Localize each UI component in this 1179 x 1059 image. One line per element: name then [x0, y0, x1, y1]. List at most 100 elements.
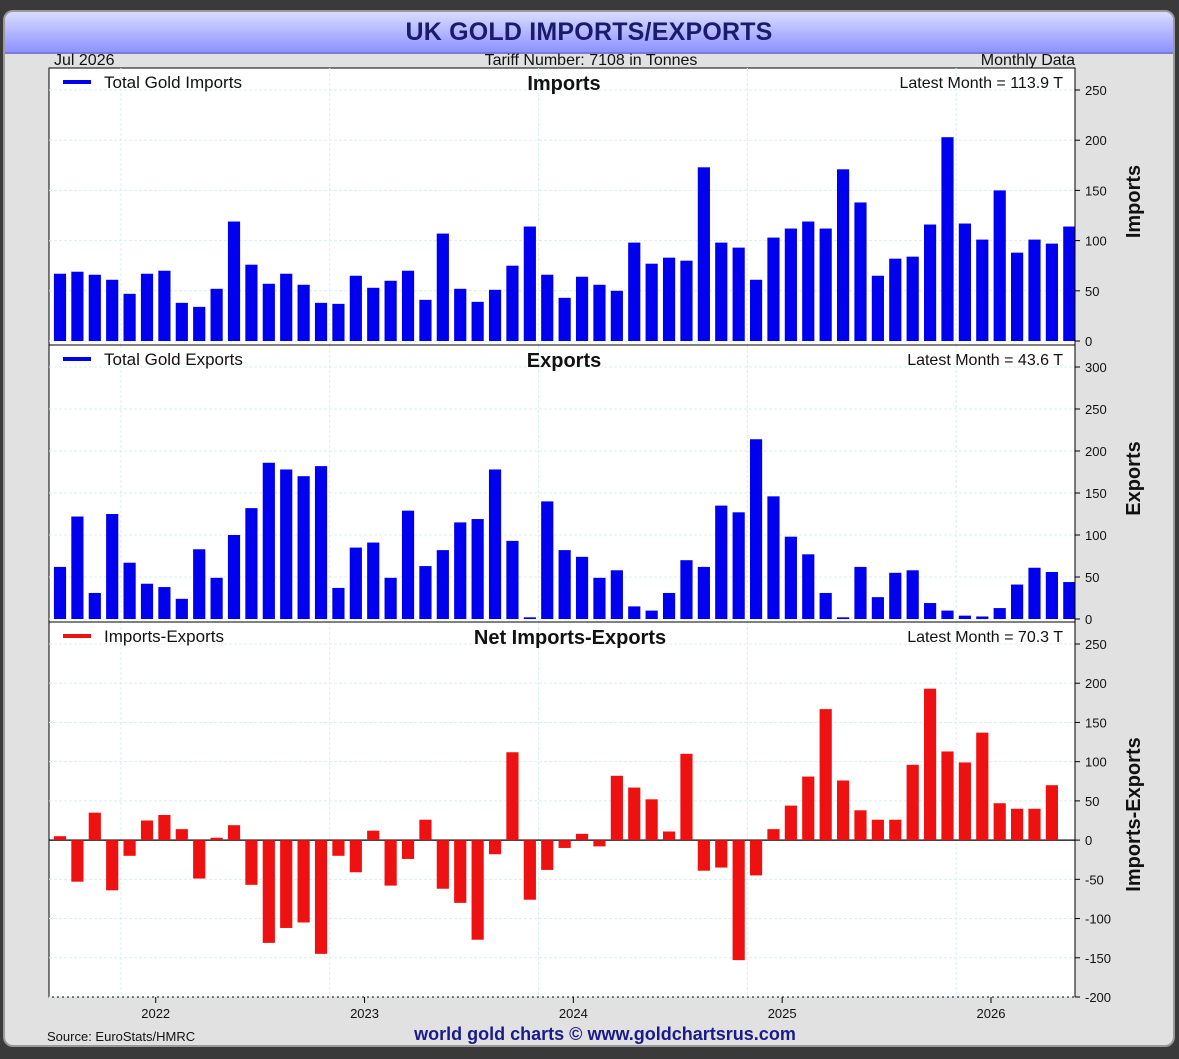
bar [262, 462, 275, 619]
y-tick-label: 250 [1085, 83, 1107, 98]
bar [732, 840, 745, 961]
y-tick-label: 50 [1085, 570, 1099, 585]
bar [401, 270, 415, 341]
bar [906, 570, 919, 619]
bar [280, 469, 293, 619]
bar [628, 242, 641, 341]
bar [401, 840, 415, 859]
bar [227, 825, 241, 841]
bar [384, 840, 397, 886]
bar [871, 819, 884, 841]
bar [53, 273, 67, 341]
bar [645, 799, 658, 841]
bar [436, 550, 449, 619]
bar [88, 812, 101, 841]
bar [662, 257, 676, 341]
bar [628, 606, 641, 619]
bar [454, 522, 467, 619]
bar [314, 466, 328, 619]
chart-title: UK GOLD IMPORTS/EXPORTS [405, 18, 773, 46]
frequency-label: Monthly Data [980, 52, 1075, 69]
bar [610, 290, 623, 341]
x-tick-label: 2023 [350, 1006, 379, 1021]
bar [958, 615, 971, 619]
bar [993, 190, 1006, 341]
bar [193, 306, 206, 341]
bar [88, 592, 101, 619]
bar [419, 299, 432, 341]
bar [71, 840, 84, 882]
bar [784, 805, 797, 841]
y-tick-label: 200 [1085, 444, 1107, 459]
bar [523, 226, 536, 341]
bar [732, 512, 745, 619]
panel-3: -200 -150 -100 -50 0 50 100 150 200 250 Imports-Ex… [49, 621, 1145, 1005]
bar [923, 224, 937, 341]
panel-title: Exports [527, 350, 601, 372]
y-tick-label: 200 [1085, 676, 1107, 691]
credit-label: world gold charts © www.goldchartsrus.co… [414, 1024, 796, 1044]
bar [1045, 243, 1058, 341]
bar [541, 501, 554, 619]
bar [593, 577, 606, 619]
bar [506, 752, 519, 841]
bar [193, 840, 206, 879]
tariff-subtitle: Tariff Number: 7108 in Tonnes [484, 52, 698, 69]
bar [541, 840, 554, 870]
y-tick-label: 0 [1085, 612, 1092, 627]
bar [297, 840, 310, 923]
panel-title: Net Imports-Exports [474, 627, 666, 649]
bar [280, 840, 293, 928]
bar [349, 840, 362, 873]
bar [367, 542, 380, 619]
bar [802, 221, 815, 341]
bar [697, 167, 710, 341]
panel-1: 0 50 100 150 200 250 Total Gold Imports Imports… [49, 68, 1145, 349]
bar [923, 688, 937, 841]
bar [140, 273, 154, 341]
y-tick-label: 150 [1085, 486, 1107, 501]
bar [558, 840, 571, 848]
bar [106, 840, 119, 891]
bar [836, 617, 850, 619]
bar [71, 516, 84, 619]
bar [732, 247, 745, 341]
bar [106, 279, 119, 341]
panel-title: Imports [527, 73, 600, 95]
bar [680, 260, 693, 341]
y-axis-label: Exports [1123, 441, 1145, 515]
bar [802, 776, 815, 841]
bar [471, 840, 484, 940]
y-tick-label: -50 [1085, 872, 1104, 887]
bar [523, 617, 536, 619]
bar [210, 837, 223, 841]
bar [123, 840, 136, 856]
bar [123, 293, 136, 341]
bar [854, 566, 867, 619]
bar [645, 263, 658, 341]
bar [662, 831, 676, 841]
bar [941, 610, 954, 619]
bar [697, 840, 710, 871]
bar [436, 233, 449, 341]
y-tick-label: 0 [1085, 334, 1092, 349]
bar [575, 833, 589, 841]
panel-2: 0 50 100 150 200 250 300 Total Gold Exports Expo… [49, 344, 1145, 627]
x-tick-label: 2026 [977, 1006, 1006, 1021]
bar [784, 536, 797, 619]
bar [941, 137, 954, 341]
bar [349, 275, 362, 341]
bar [680, 560, 693, 619]
y-tick-label: 200 [1085, 133, 1107, 148]
x-tick-label: 2022 [141, 1006, 170, 1021]
legend-label: Total Gold Imports [104, 73, 242, 92]
y-tick-label: -150 [1085, 951, 1111, 966]
bar [262, 840, 275, 943]
bar [854, 202, 867, 341]
bar [697, 566, 710, 619]
bar [976, 239, 989, 341]
bar [941, 751, 954, 841]
bar [245, 508, 258, 619]
bar [314, 840, 328, 954]
bar [227, 535, 241, 619]
